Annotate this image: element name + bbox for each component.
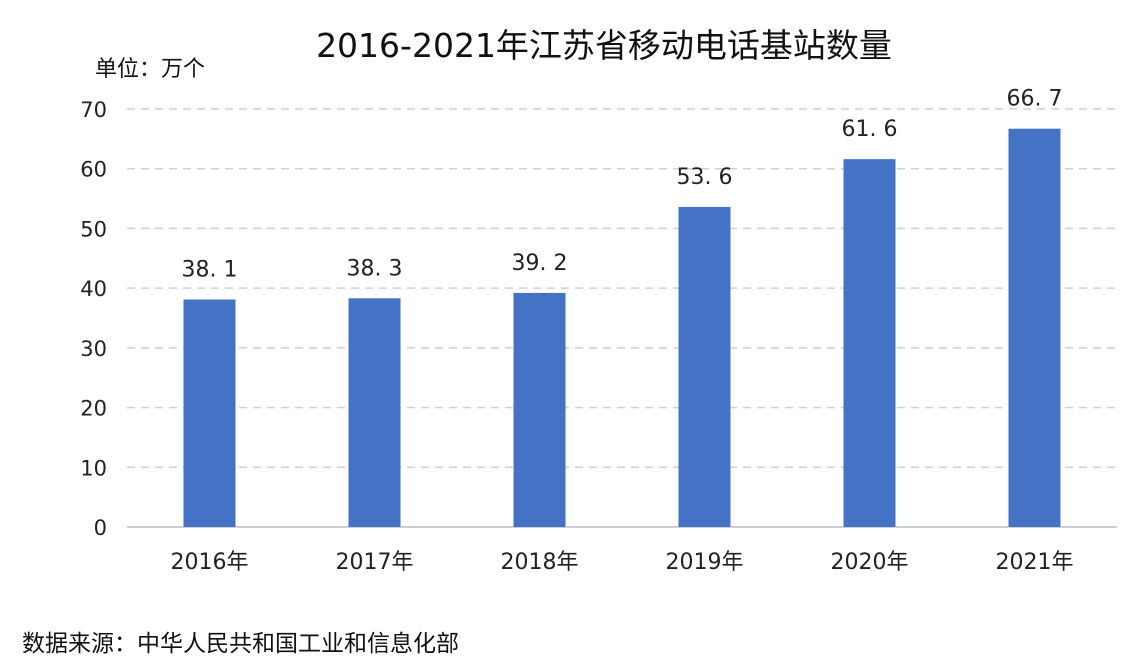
y-tick-label: 60 <box>80 158 107 182</box>
gridlines <box>127 108 1117 469</box>
y-tick-label: 20 <box>80 397 107 421</box>
data-label: 66. 7 <box>1007 87 1063 112</box>
x-tick-label: 2017年 <box>336 550 414 575</box>
bar <box>183 299 236 527</box>
x-tick-label: 2021年 <box>996 550 1074 575</box>
y-tick-label: 70 <box>80 98 107 122</box>
x-tick-label: 2018年 <box>501 550 579 575</box>
bar <box>348 298 401 527</box>
x-tick-label: 2019年 <box>666 550 744 575</box>
x-axis-ticks: 2016年 2017年 2018年 2019年 2020年 2021年 <box>171 550 1074 575</box>
y-tick-label: 10 <box>80 456 107 480</box>
y-tick-label: 40 <box>80 277 107 301</box>
y-axis-ticks: 0 10 20 30 40 50 60 70 <box>80 98 107 540</box>
data-label: 61. 6 <box>842 117 898 142</box>
bar <box>678 206 731 527</box>
source-note: 数据来源：中华人民共和国工业和信息化部 <box>22 631 459 657</box>
bar <box>1008 128 1061 527</box>
y-tick-label: 50 <box>80 217 107 241</box>
data-label: 38. 3 <box>347 256 403 281</box>
chart-title: 2016-2021年江苏省移动电话基站数量 <box>316 26 892 65</box>
x-tick-label: 2016年 <box>171 550 249 575</box>
unit-label: 单位：万个 <box>95 57 205 82</box>
data-label: 53. 6 <box>677 165 733 190</box>
x-tick-label: 2020年 <box>831 550 909 575</box>
data-label: 39. 2 <box>512 251 568 276</box>
data-label: 38. 1 <box>182 257 238 282</box>
bar <box>843 159 896 527</box>
y-tick-label: 0 <box>94 516 107 540</box>
data-labels: 38. 1 38. 3 39. 2 53. 6 61. 6 66. 7 <box>182 87 1063 283</box>
bar <box>513 292 566 527</box>
y-tick-label: 30 <box>80 337 107 361</box>
bars <box>183 128 1061 527</box>
